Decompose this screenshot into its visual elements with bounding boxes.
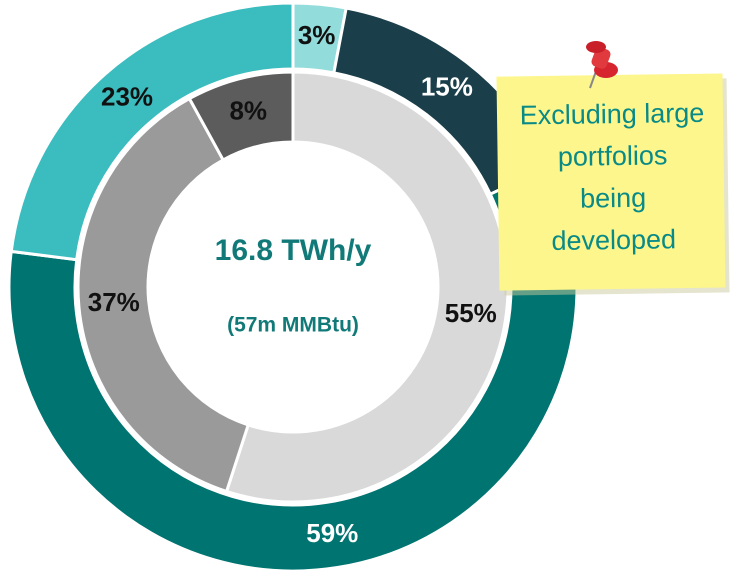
data-label: 55% xyxy=(445,298,497,328)
note-line: being xyxy=(580,183,646,214)
data-label: 8% xyxy=(229,96,267,126)
page: {"chart_data": {"type": "donut", "center… xyxy=(0,0,730,570)
center-title: 16.8 TWh/y xyxy=(215,234,372,267)
data-label: 15% xyxy=(421,72,473,102)
data-label: 3% xyxy=(298,20,336,50)
donut: 3% 15% 59% 23% 55% 37% 8% xyxy=(9,3,577,570)
note-line: developed xyxy=(551,224,676,256)
note-line: portfolios xyxy=(558,140,668,172)
chart: 3% 15% 59% 23% 55% 37% 8% 16.8 TWh/y (57m MMBt… xyxy=(0,0,730,570)
data-label: 59% xyxy=(306,518,358,548)
data-label: 37% xyxy=(88,287,140,317)
note-line: Excluding large xyxy=(519,98,704,131)
data-label: 23% xyxy=(101,82,153,112)
center-subtitle: (57m MMBtu) xyxy=(227,314,359,337)
sticky-note: Excluding large portfolios being developed xyxy=(496,73,729,295)
pin-head xyxy=(586,41,606,53)
